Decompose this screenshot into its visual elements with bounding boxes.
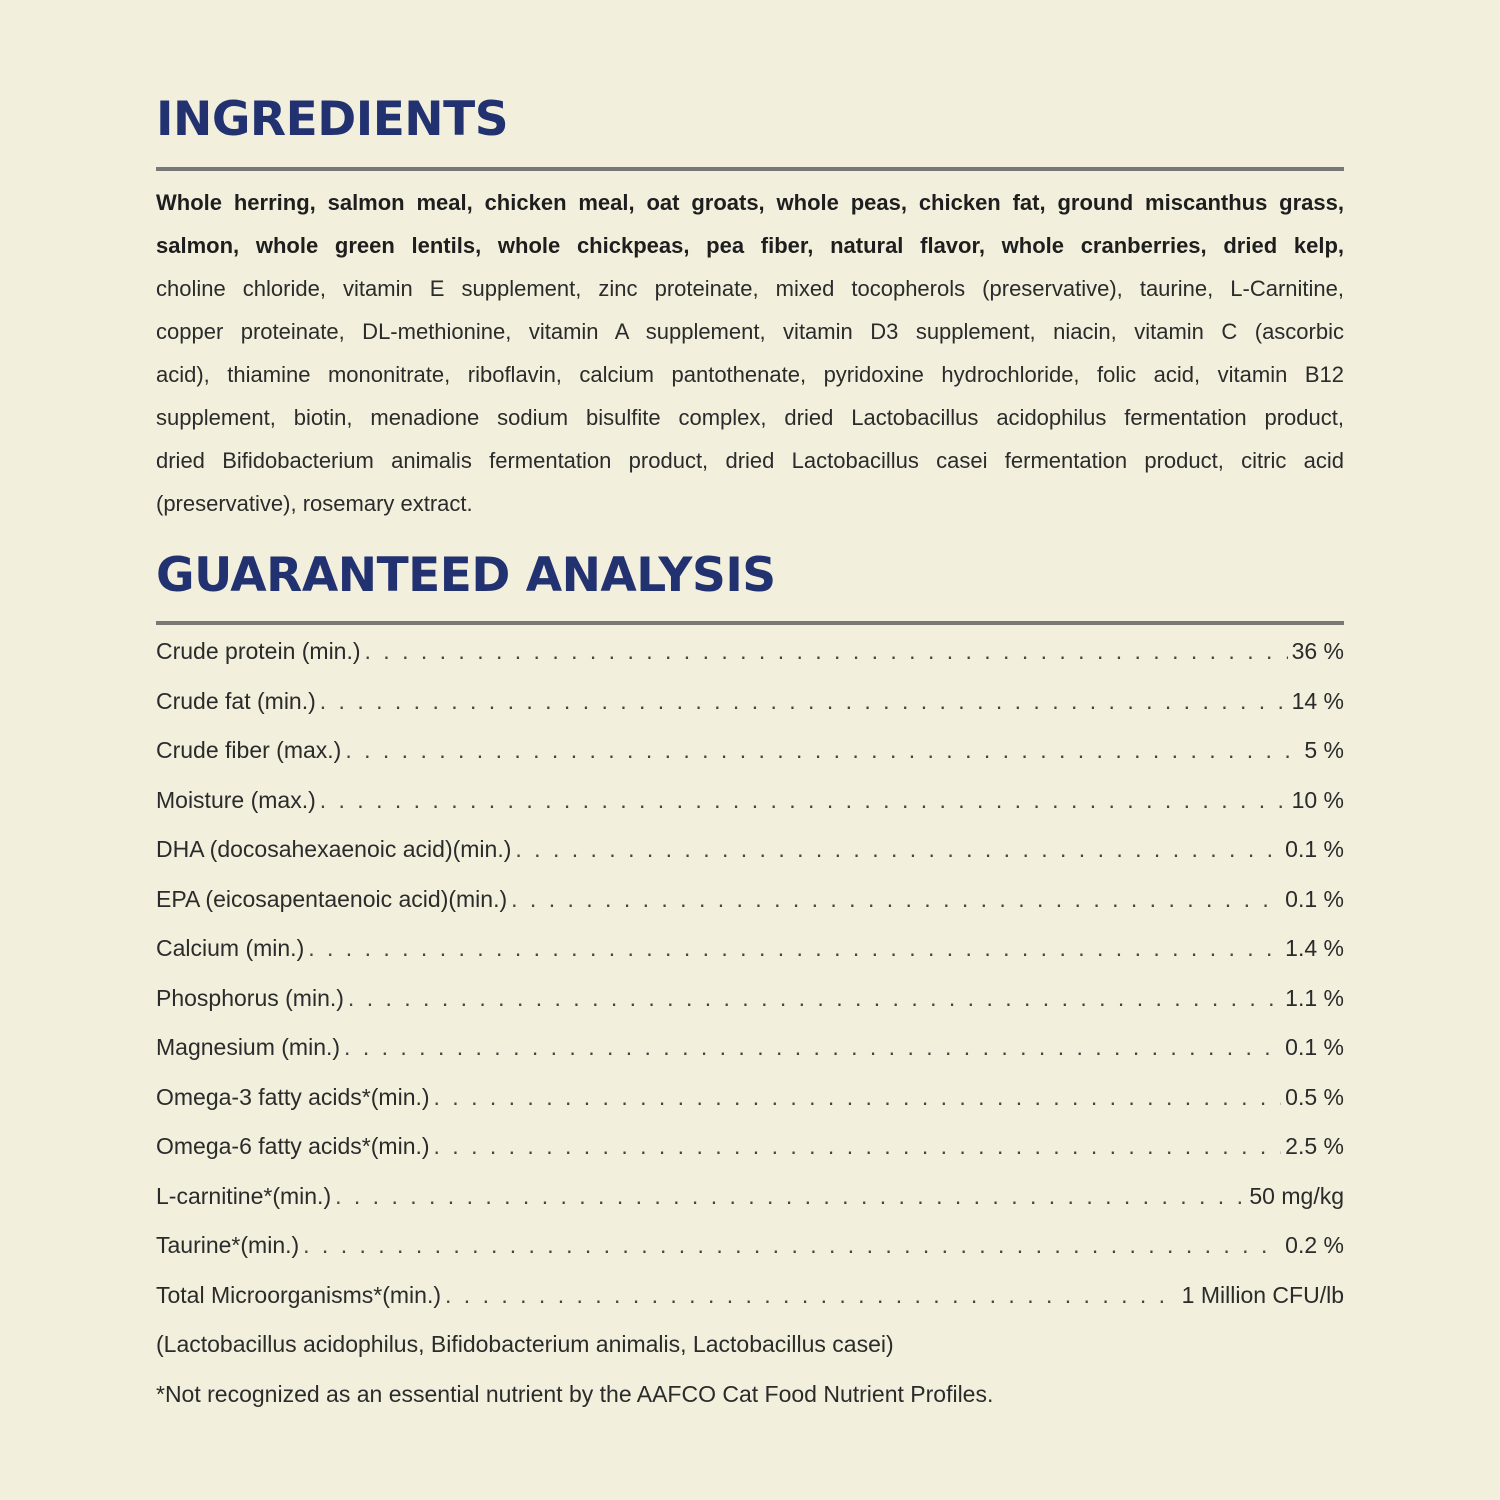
- nutrient-value: 36 %: [1291, 638, 1344, 664]
- nutrient-label: Magnesium (min.): [156, 1034, 341, 1060]
- analysis-row: Crude fat (min.) 14 %: [156, 677, 1344, 727]
- nutrient-label: Moisture (max.): [156, 786, 316, 813]
- ingredients-heading: INGREDIENTS: [156, 92, 509, 147]
- dot-leader: [348, 974, 1281, 1024]
- dot-leader: [365, 627, 1288, 677]
- nutrient-label: Taurine*(min.): [156, 1232, 300, 1258]
- analysis-row: Crude fiber (max.) 5 %: [156, 726, 1344, 776]
- nutrient-label: Omega-3 fatty acids*(min.): [156, 1083, 430, 1110]
- divider: [156, 167, 1344, 171]
- dot-leader: [344, 1023, 1281, 1073]
- analysis-row: Total Microorganisms*(min.) 1 Million CFU…: [156, 1271, 1344, 1321]
- ingredient-line-bold: Whole herring, salmon meal, chicken meal…: [156, 190, 1344, 215]
- analysis-row: Omega-6 fatty acids*(min.) 2.5 %: [156, 1122, 1344, 1172]
- ingredient-line: choline chloride, vitamin E supplement, …: [156, 276, 1344, 301]
- nutrient-value: 50 mg/kg: [1249, 1182, 1344, 1209]
- ingredients-section: INGREDIENTS Whole herring, salmon meal, …: [156, 92, 1344, 525]
- analysis-section: GUARANTEED ANALYSIS Crude protein (min.)…: [156, 548, 1344, 1419]
- nutrient-value: 14 %: [1291, 687, 1344, 714]
- analysis-heading: GUARANTEED ANALYSIS: [156, 548, 776, 603]
- dot-leader: [320, 776, 1288, 826]
- analysis-row: DHA (docosahexaenoic acid)(min.) 0.1 %: [156, 825, 1344, 875]
- analysis-row: Moisture (max.) 10 %: [156, 776, 1344, 826]
- analysis-row: L-carnitine*(min.) 50 mg/kg: [156, 1172, 1344, 1222]
- ingredients-text: Whole herring, salmon meal, chicken meal…: [156, 181, 1344, 525]
- analysis-row: Omega-3 fatty acids*(min.) 0.5 %: [156, 1073, 1344, 1123]
- nutrient-value: 0.1 %: [1285, 1034, 1344, 1060]
- microorganisms-note: (Lactobacillus acidophilus, Bifidobacter…: [156, 1331, 894, 1357]
- nutrient-value: 0.5 %: [1285, 1083, 1344, 1110]
- ingredient-line: copper proteinate, DL-methionine, vitami…: [156, 319, 1344, 344]
- analysis-row: Phosphorus (min.) 1.1 %: [156, 974, 1344, 1024]
- nutrient-value: 2.5 %: [1285, 1133, 1344, 1159]
- nutrient-label: Crude fiber (max.): [156, 737, 342, 763]
- ingredient-line: dried Bifidobacterium animalis fermentat…: [156, 448, 1344, 473]
- nutrient-label: L-carnitine*(min.): [156, 1182, 332, 1209]
- nutrient-label: DHA (docosahexaenoic acid)(min.): [156, 836, 512, 862]
- divider: [156, 621, 1344, 625]
- dot-leader: [434, 1073, 1282, 1123]
- nutrient-value: 1.4 %: [1285, 935, 1344, 961]
- ingredient-line: supplement, biotin, menadione sodium bis…: [156, 405, 1344, 430]
- dot-leader: [445, 1271, 1178, 1321]
- nutrient-label: Total Microorganisms*(min.): [156, 1281, 442, 1308]
- analysis-row: Calcium (min.) 1.4 %: [156, 924, 1344, 974]
- ingredient-line: (preservative), rosemary extract.: [156, 491, 473, 516]
- nutrient-label: Crude fat (min.): [156, 687, 316, 714]
- nutrient-value: 1.1 %: [1285, 984, 1344, 1011]
- dot-leader: [511, 875, 1281, 925]
- nutrient-label: Omega-6 fatty acids*(min.): [156, 1133, 430, 1159]
- ingredient-line: acid), thiamine mononitrate, riboflavin,…: [156, 362, 1344, 387]
- dot-leader: [335, 1172, 1245, 1222]
- dot-leader: [434, 1122, 1282, 1172]
- nutrient-label: Calcium (min.): [156, 935, 305, 961]
- dot-leader: [345, 726, 1300, 776]
- nutrient-label: Phosphorus (min.): [156, 984, 344, 1011]
- nutrient-value: 0.1 %: [1285, 885, 1344, 912]
- nutrient-value: 0.1 %: [1285, 836, 1344, 862]
- analysis-row: Taurine*(min.) 0.2 %: [156, 1221, 1344, 1271]
- dot-leader: [320, 677, 1288, 727]
- nutrient-label: Crude protein (min.): [156, 638, 361, 664]
- analysis-row: EPA (eicosapentaenoic acid)(min.) 0.1 %: [156, 875, 1344, 925]
- footnote: *Not recognized as an essential nutrient…: [156, 1380, 994, 1407]
- ingredient-line-bold: salmon, whole green lentils, whole chick…: [156, 233, 1344, 258]
- analysis-row: Magnesium (min.) 0.1 %: [156, 1023, 1344, 1073]
- dot-leader: [303, 1221, 1281, 1271]
- dot-leader: [308, 924, 1281, 974]
- nutrient-value: 10 %: [1291, 786, 1344, 813]
- dot-leader: [515, 825, 1281, 875]
- analysis-table: Crude protein (min.) 36 % Crude fat (min.)…: [156, 627, 1344, 1320]
- analysis-row: Crude protein (min.) 36 %: [156, 627, 1344, 677]
- nutrient-value: 0.2 %: [1285, 1232, 1344, 1258]
- nutrient-value: 1 Million CFU/lb: [1181, 1281, 1344, 1308]
- nutrient-label: EPA (eicosapentaenoic acid)(min.): [156, 885, 508, 912]
- nutrient-value: 5 %: [1304, 737, 1344, 763]
